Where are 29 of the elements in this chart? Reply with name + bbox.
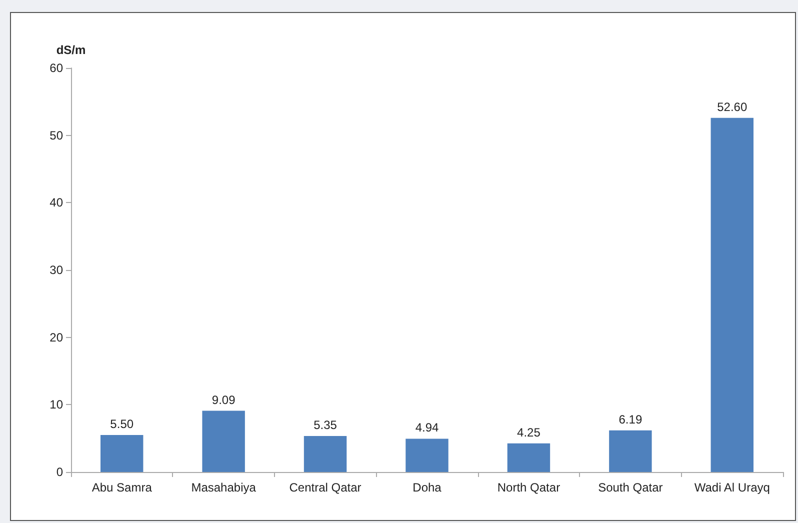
x-tick-label: Abu Samra bbox=[92, 480, 152, 494]
y-tick-label: 40 bbox=[50, 196, 64, 210]
y-tick-label: 60 bbox=[50, 61, 64, 75]
bar bbox=[304, 436, 347, 472]
x-tick-label: Masahabiya bbox=[191, 480, 256, 494]
data-label: 5.35 bbox=[314, 418, 338, 432]
bar bbox=[710, 118, 754, 472]
data-label: 52.60 bbox=[717, 100, 748, 114]
bar bbox=[202, 410, 245, 472]
data-label: 5.50 bbox=[110, 416, 134, 431]
data-label: 4.25 bbox=[517, 425, 541, 440]
y-tick-label: 50 bbox=[50, 128, 64, 142]
x-tick-label: Central Qatar bbox=[289, 480, 362, 494]
y-tick-label: 20 bbox=[50, 330, 64, 344]
y-axis-title: dS/m bbox=[56, 43, 86, 57]
bar bbox=[100, 434, 144, 472]
x-tick-label: Doha bbox=[412, 480, 442, 494]
bar bbox=[609, 430, 652, 472]
y-tick-label: 0 bbox=[56, 465, 64, 479]
bar bbox=[406, 438, 448, 472]
y-tick-label: 30 bbox=[50, 263, 64, 277]
y-tick-label: 10 bbox=[50, 398, 64, 412]
bar bbox=[507, 443, 550, 472]
data-label: 4.94 bbox=[415, 420, 439, 435]
data-label: 9.09 bbox=[212, 392, 236, 407]
x-tick-label: South Qatar bbox=[598, 480, 663, 494]
data-label: 6.19 bbox=[618, 412, 642, 426]
x-tick-label: Wadi Al Urayq bbox=[694, 480, 770, 494]
x-tick-label: North Qatar bbox=[497, 480, 560, 494]
